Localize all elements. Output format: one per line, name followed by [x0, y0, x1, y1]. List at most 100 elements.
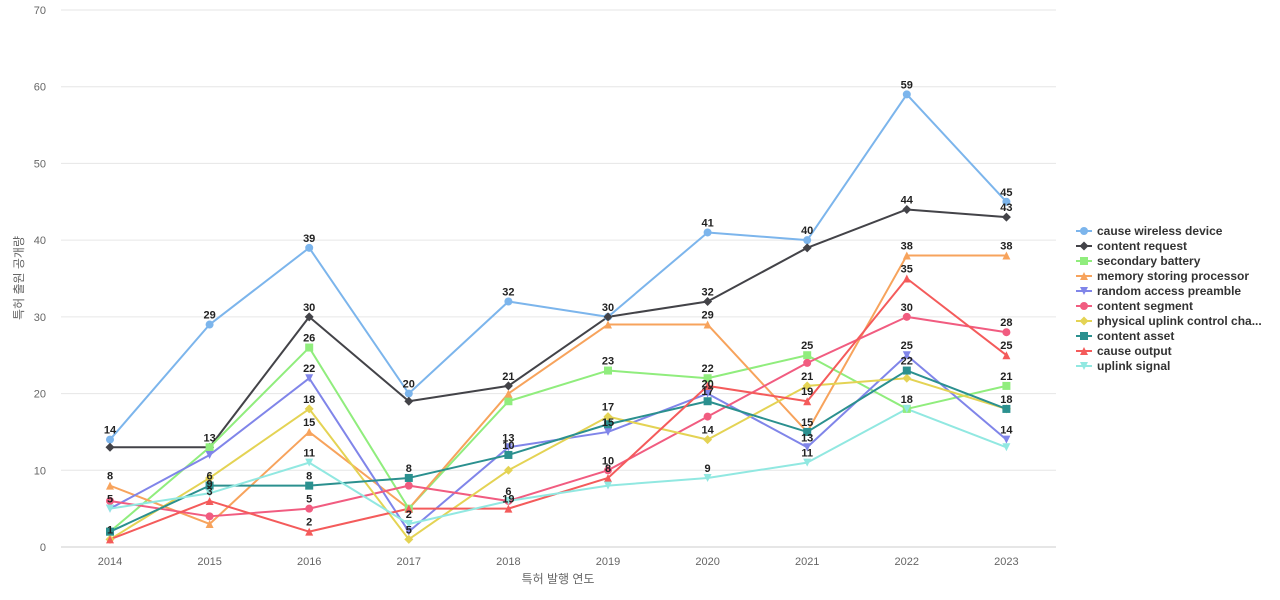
data-label: 1 — [107, 524, 113, 536]
legend-item[interactable]: memory storing processor — [1076, 269, 1249, 283]
legend-label: uplink signal — [1097, 359, 1170, 373]
data-point — [604, 366, 612, 375]
data-point — [106, 435, 114, 444]
grid-lines — [61, 9, 1056, 548]
data-point — [802, 243, 812, 253]
legend-item[interactable]: random access preamble — [1076, 284, 1241, 298]
legend-item[interactable]: content asset — [1076, 329, 1174, 343]
legend-item[interactable]: cause wireless device — [1076, 224, 1223, 238]
data-label: 38 — [901, 240, 913, 252]
data-label: 13 — [801, 432, 813, 444]
data-point — [703, 397, 712, 406]
data-label: 18 — [1000, 394, 1012, 406]
data-point — [305, 527, 314, 536]
data-label: 5 — [107, 494, 113, 506]
data-point — [504, 450, 513, 459]
data-point — [305, 243, 314, 252]
series-markers — [105, 90, 1011, 544]
data-label: 30 — [901, 302, 913, 314]
data-label: 8 — [107, 471, 113, 483]
data-point — [205, 450, 214, 459]
x-tick-label: 2021 — [795, 556, 819, 568]
legend-marker — [1080, 332, 1088, 340]
data-point — [106, 496, 114, 505]
data-label: 14 — [104, 425, 117, 437]
series-line — [109, 377, 1007, 541]
y-tick-label: 70 — [34, 5, 46, 17]
data-label: 15 — [303, 417, 315, 429]
data-label: 15 — [801, 417, 813, 429]
data-point — [803, 397, 812, 406]
data-point — [504, 496, 513, 505]
data-label: 22 — [303, 363, 315, 375]
data-label: 10 — [502, 440, 514, 452]
y-tick-label: 40 — [34, 235, 46, 247]
data-label: 8 — [406, 463, 412, 475]
x-axis-title: 특허 발행 연도 — [522, 571, 595, 586]
data-label: 25 — [1000, 340, 1012, 352]
legend-item[interactable]: cause output — [1076, 344, 1172, 358]
legend-marker — [1080, 287, 1088, 295]
data-label: 13 — [502, 432, 514, 444]
data-point — [703, 381, 712, 390]
data-point — [404, 527, 413, 536]
x-tick-label: 2023 — [994, 556, 1018, 568]
data-point — [404, 534, 414, 544]
x-tick-label: 2019 — [596, 556, 620, 568]
data-point — [106, 527, 114, 536]
data-point — [205, 481, 214, 490]
x-tick-label: 2022 — [895, 556, 919, 568]
data-labels: 1429392032304140594513302132444326232225… — [104, 79, 1014, 536]
data-label: 2 — [306, 517, 312, 529]
data-label: 11 — [303, 448, 315, 460]
data-label: 25 — [901, 340, 913, 352]
series-line — [109, 93, 1008, 441]
data-label: 23 — [602, 356, 614, 368]
data-point — [604, 420, 612, 429]
data-point — [305, 343, 314, 352]
data-point — [604, 473, 612, 482]
data-label: 9 — [207, 478, 213, 490]
data-label: 13 — [203, 432, 215, 444]
data-label: 5 — [306, 494, 312, 506]
data-point — [504, 504, 513, 513]
legend-item[interactable]: physical uplink control cha... — [1076, 314, 1262, 328]
data-point — [205, 519, 214, 528]
y-tick-label: 50 — [34, 158, 46, 170]
data-point — [205, 320, 214, 329]
data-point — [703, 228, 712, 237]
data-point — [604, 466, 612, 475]
data-label: 29 — [701, 310, 713, 322]
data-label: 30 — [303, 302, 315, 314]
legend-item[interactable]: content request — [1076, 239, 1187, 253]
data-point — [703, 320, 712, 329]
data-point — [205, 473, 215, 483]
data-point — [404, 396, 414, 406]
data-point — [1002, 197, 1011, 206]
legend-item[interactable]: uplink signal — [1076, 359, 1170, 373]
data-point — [1002, 251, 1011, 260]
data-point — [205, 512, 214, 521]
data-label: 26 — [303, 333, 315, 345]
data-label: 41 — [701, 217, 713, 229]
data-label: 43 — [1000, 202, 1012, 214]
data-point — [703, 435, 713, 445]
legend-label: content asset — [1097, 329, 1174, 343]
data-point — [902, 404, 911, 413]
data-point — [1002, 328, 1011, 337]
data-point — [205, 489, 214, 498]
data-point — [1002, 404, 1011, 413]
data-label: 45 — [1000, 187, 1012, 199]
data-point — [106, 481, 114, 490]
data-point — [504, 297, 513, 306]
legend-item[interactable]: secondary battery — [1076, 254, 1201, 268]
legend-marker — [1080, 347, 1088, 355]
data-point — [1002, 351, 1011, 360]
data-point — [902, 90, 911, 99]
data-point — [504, 389, 513, 398]
data-point — [604, 427, 612, 436]
data-label: 28 — [1000, 317, 1012, 329]
legend-item[interactable]: content segment — [1076, 299, 1193, 313]
